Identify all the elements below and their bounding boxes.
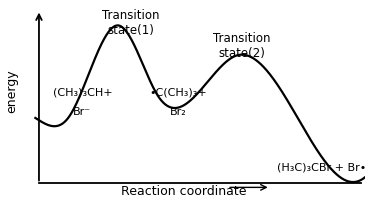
Text: (CH₃)₃CH+: (CH₃)₃CH+ [52, 87, 112, 97]
Text: Transition
state(1): Transition state(1) [103, 9, 160, 37]
Text: Br₂: Br₂ [170, 107, 187, 117]
Text: (H₃C)₃CBr + Br•: (H₃C)₃CBr + Br• [277, 162, 366, 172]
Text: energy: energy [5, 69, 18, 113]
Text: •C(CH₃)₃+: •C(CH₃)₃+ [149, 87, 207, 97]
Text: Transition
state(2): Transition state(2) [213, 32, 270, 60]
Text: Reaction coordinate: Reaction coordinate [121, 184, 247, 197]
Text: Br⁻: Br⁻ [74, 107, 92, 117]
